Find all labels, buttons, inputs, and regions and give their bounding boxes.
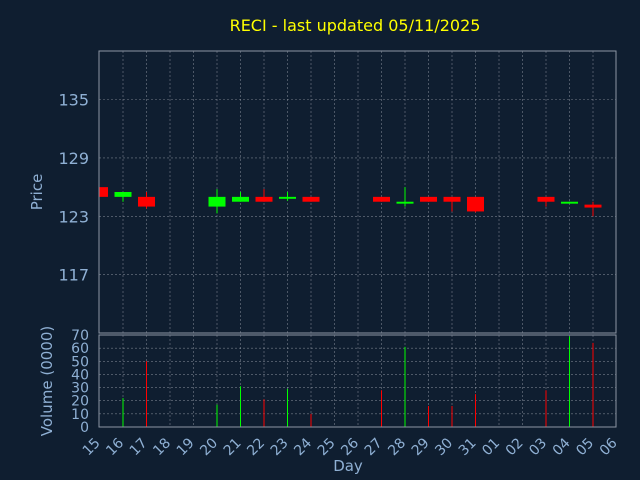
x-tick-label: 16 — [103, 435, 127, 459]
day-x-ticks: 15 16 17 18 19 20 21 22 23 24 25 26 27 28 29 30 31 01 02 03… — [80, 435, 621, 459]
price-y-tick-label: 123 — [58, 207, 89, 226]
x-tick-label: 30 — [432, 435, 456, 459]
candle-body — [561, 201, 578, 204]
volume-y-tick-label: 40 — [71, 367, 89, 383]
x-tick-label: 15 — [80, 435, 104, 459]
volume-y-tick-label: 20 — [71, 394, 89, 410]
price-y-tick-label: 135 — [58, 91, 89, 110]
candle-body — [232, 196, 249, 202]
volume-y-tick-label: 0 — [80, 420, 89, 436]
x-tick-label: 05 — [573, 435, 597, 459]
candle-body — [114, 192, 132, 197]
x-tick-label: 02 — [503, 435, 527, 459]
x-tick-label: 04 — [550, 435, 574, 459]
price-axis-label: Price — [28, 174, 46, 211]
x-tick-label: 23 — [268, 435, 292, 459]
x-tick-label: 19 — [174, 435, 198, 459]
candlesticks — [99, 187, 602, 217]
x-axis-label: Day — [333, 457, 363, 475]
price-plot-frame — [98, 50, 617, 334]
x-tick-label: 27 — [362, 435, 386, 459]
candle-body — [138, 196, 155, 207]
x-tick-label: 06 — [597, 435, 621, 459]
x-tick-label: 17 — [127, 435, 151, 459]
x-tick-label: 26 — [338, 435, 362, 459]
price-grid — [99, 51, 616, 333]
price-y-ticks: 117 123 129 135 — [58, 91, 89, 285]
volume-axis-label: Volume (0000) — [38, 326, 56, 436]
x-tick-label: 03 — [526, 435, 550, 459]
candle-body — [208, 196, 226, 207]
volume-bars — [122, 336, 594, 427]
x-tick-label: 24 — [291, 435, 315, 459]
candle-body — [373, 196, 390, 202]
candle-body — [100, 187, 108, 197]
candle-body — [537, 196, 555, 202]
volume-plot-frame — [98, 334, 617, 428]
volume-y-tick-label: 70 — [71, 328, 89, 344]
candle-body — [443, 196, 461, 202]
candle-body — [396, 201, 414, 204]
x-tick-label: 22 — [244, 435, 268, 459]
candle-body — [302, 196, 320, 202]
x-tick-label: 20 — [197, 435, 221, 459]
price-y-tick-label: 117 — [58, 266, 89, 285]
chart-title: RECI - last updated 05/11/2025 — [230, 16, 481, 35]
x-tick-label: 01 — [479, 435, 503, 459]
volume-y-tick-label: 50 — [71, 354, 89, 370]
x-tick-label: 31 — [456, 435, 480, 459]
x-tick-label: 25 — [315, 435, 339, 459]
candle-body — [584, 204, 602, 208]
x-tick-label: 21 — [221, 435, 245, 459]
candle-body — [420, 196, 437, 202]
candle-body — [467, 196, 484, 212]
volume-y-tick-label: 10 — [71, 407, 89, 423]
candle-body — [255, 196, 273, 202]
volume-y-tick-label: 60 — [71, 341, 89, 357]
volume-y-tick-label: 30 — [71, 381, 89, 397]
volume-grid — [99, 335, 616, 427]
x-tick-label: 28 — [385, 435, 409, 459]
candle-body — [279, 196, 296, 199]
x-tick-label: 18 — [150, 435, 174, 459]
price-y-tick-label: 129 — [58, 149, 89, 168]
x-tick-label: 29 — [409, 435, 433, 459]
